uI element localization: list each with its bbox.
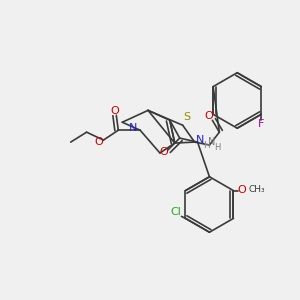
Text: H: H bbox=[214, 142, 220, 152]
Text: S: S bbox=[183, 112, 190, 122]
Text: O: O bbox=[237, 184, 246, 195]
Text: N: N bbox=[196, 135, 205, 145]
Text: O: O bbox=[94, 137, 103, 147]
Text: Cl: Cl bbox=[170, 207, 181, 218]
Text: O: O bbox=[110, 106, 119, 116]
Text: O: O bbox=[160, 147, 168, 157]
Text: N: N bbox=[129, 123, 137, 133]
Text: H: H bbox=[203, 140, 210, 149]
Text: O: O bbox=[204, 111, 213, 121]
Text: CH₃: CH₃ bbox=[248, 185, 265, 194]
Text: F: F bbox=[258, 119, 264, 129]
Text: N: N bbox=[208, 137, 215, 147]
